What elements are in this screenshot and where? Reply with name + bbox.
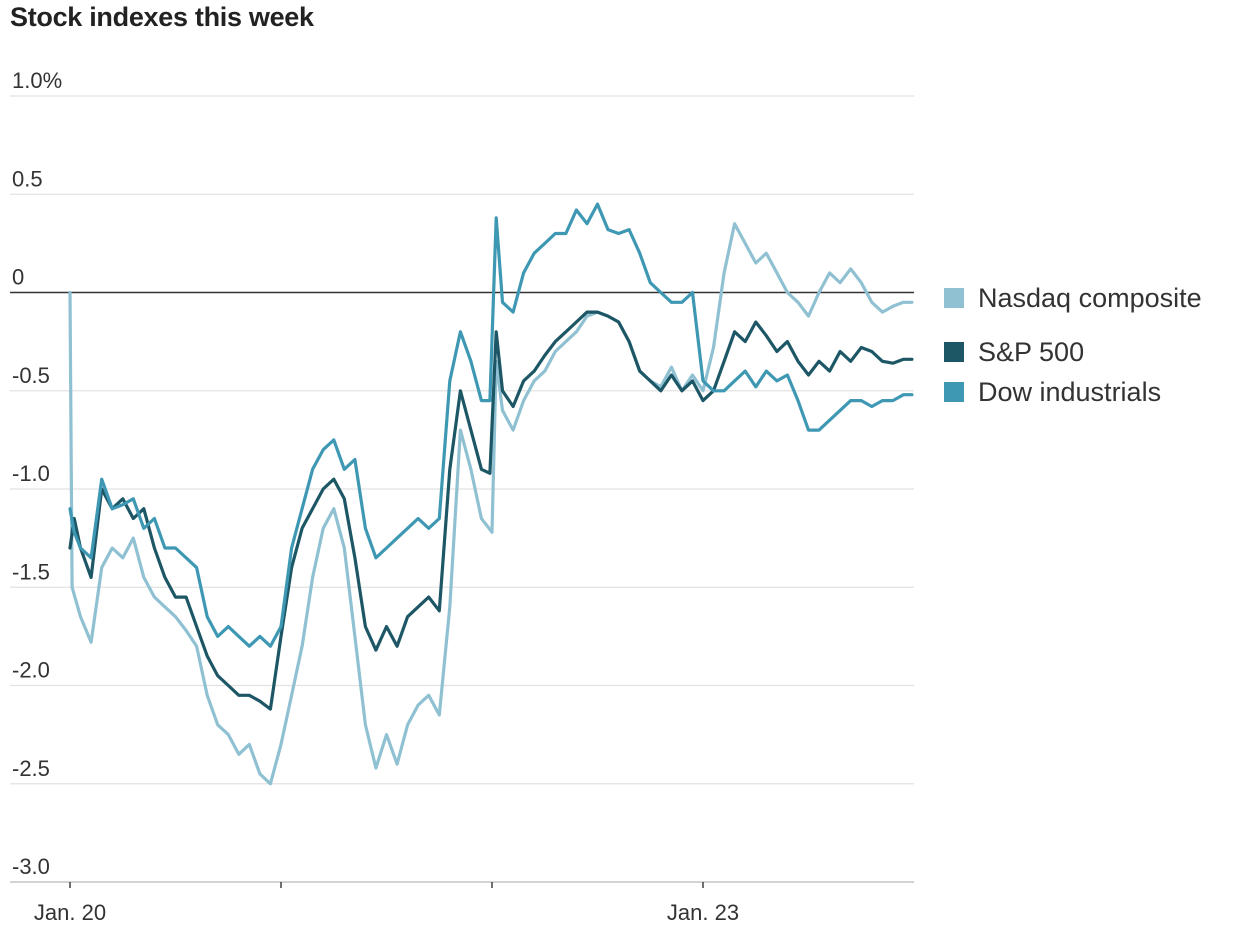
y-tick-label-6: -2.0 <box>12 658 50 683</box>
y-tick-label-4: -1.0 <box>12 461 50 486</box>
legend-swatch <box>944 342 964 362</box>
y-axis-ticks: 1.0% 0.5 0 -0.5 -1.0 -1.5 -2.0 -2.5 -3.0 <box>12 68 62 879</box>
y-tick-label-5: -1.5 <box>12 559 50 584</box>
x-axis-ticks: Jan. 20 Jan. 23 <box>34 882 739 925</box>
y-tick-label-2: 0 <box>12 265 24 290</box>
y-tick-label-3: -0.5 <box>12 363 50 388</box>
y-tick-label-7: -2.5 <box>12 756 50 781</box>
x-tick-label-3: Jan. 23 <box>667 900 739 925</box>
legend-label: Nasdaq composite <box>978 282 1202 313</box>
legend-swatch <box>944 382 964 402</box>
series-line-dow-industrials <box>68 202 914 648</box>
series-line-s-p-500 <box>68 310 914 711</box>
legend-label: Dow industrials <box>978 376 1162 407</box>
grid-lines <box>10 95 914 883</box>
legend-swatch <box>944 288 964 308</box>
y-tick-label-8: -3.0 <box>12 854 50 879</box>
y-tick-label-0: 1.0% <box>12 68 62 93</box>
legend-label: S&P 500 <box>978 336 1085 367</box>
series-line-nasdaq-composite <box>68 222 914 786</box>
x-tick-label-0: Jan. 20 <box>34 900 106 925</box>
series-lines <box>68 202 914 786</box>
chart-title: Stock indexes this week <box>10 2 314 32</box>
y-tick-label-1: 0.5 <box>12 166 43 191</box>
